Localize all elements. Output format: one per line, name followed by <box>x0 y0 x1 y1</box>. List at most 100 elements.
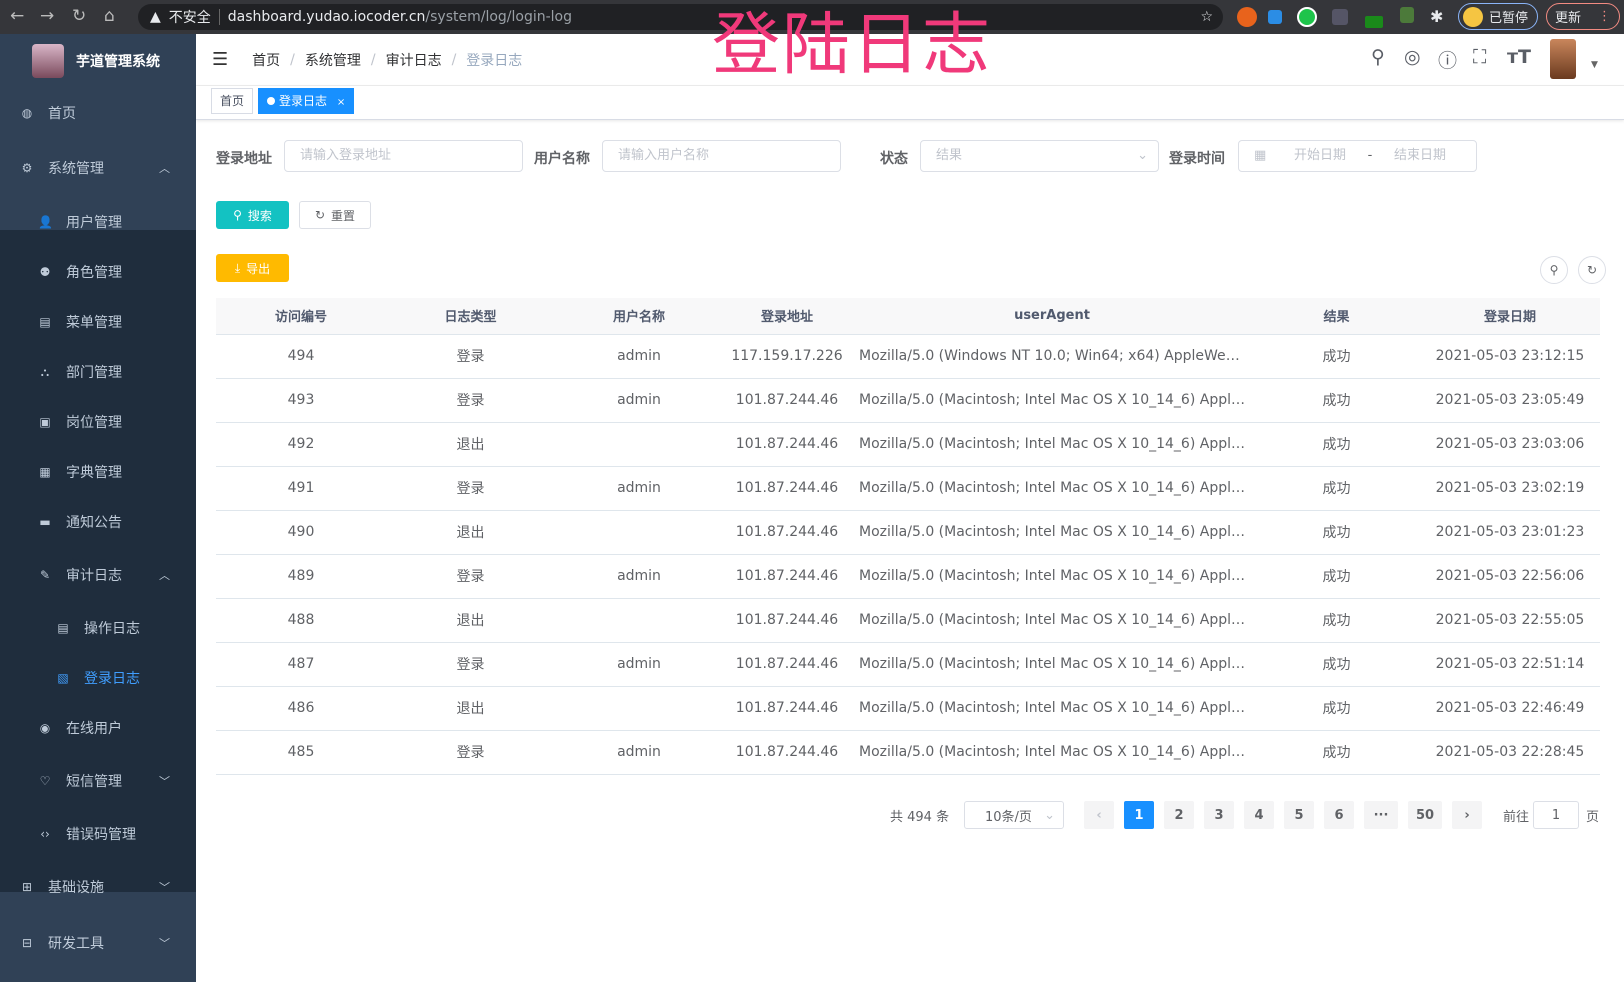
page-button[interactable]: 2 <box>1164 801 1194 829</box>
monitor-icon: ⊞ <box>21 880 33 894</box>
star-icon[interactable]: ☆ <box>1200 9 1213 25</box>
sidebar-item-label: 基础设施 <box>48 880 104 896</box>
time-label: 登录时间 <box>1169 151 1225 167</box>
puzzle-icon[interactable]: ✱ <box>1430 7 1444 26</box>
sidebar-item[interactable]: ✎ 审计日志 ︿ <box>0 550 196 600</box>
sidebar-item[interactable]: ▣ 岗位管理 <box>0 397 196 447</box>
table-cell: admin <box>555 642 723 687</box>
sidebar-item[interactable]: ▤ 菜单管理 <box>0 297 196 347</box>
page-button[interactable]: 1 <box>1124 801 1154 829</box>
profile-button[interactable]: 已暂停 <box>1458 3 1538 30</box>
sidebar-item[interactable]: ▦ 字典管理 <box>0 447 196 497</box>
table-row: 491 登录 admin 101.87.244.46 Mozilla/5.0 (Maci… <box>216 466 1600 511</box>
ip-input[interactable]: 请输入登录地址 <box>284 140 523 172</box>
breadcrumb-item: 审计日志 <box>385 52 442 69</box>
tag-login-log[interactable]: 登录日志 × <box>258 88 355 114</box>
font-size-icon[interactable]: ᴛT <box>1507 46 1531 68</box>
sidebar-item[interactable]: ⊟ 研发工具 ﹀ <box>0 918 196 968</box>
code-icon: ‹› <box>40 827 50 841</box>
goto-input[interactable]: 1 <box>1533 801 1579 829</box>
table-cell <box>555 686 723 731</box>
fullscreen-icon[interactable]: ⛶ <box>1473 46 1487 68</box>
sidebar-item[interactable]: ▬ 通知公告 <box>0 497 196 547</box>
sidebar-item[interactable]: ◍ 首页 <box>0 88 196 138</box>
sidebar-item-label: 审计日志 <box>66 568 122 584</box>
forward-icon[interactable]: → <box>40 6 55 26</box>
breadcrumb-item[interactable]: 首页 <box>252 52 281 69</box>
table-cell: 490 <box>216 510 386 555</box>
extension-gem-icon[interactable] <box>1268 10 1282 24</box>
chevron-icon: ﹀ <box>159 775 170 788</box>
extension-on-icon[interactable] <box>1365 16 1383 28</box>
table-cell: 退出 <box>386 686 555 731</box>
sidebar-item[interactable]: 👤 用户管理 <box>0 197 196 247</box>
sidebar-item[interactable]: ◉ 在线用户 <box>0 703 196 753</box>
table-cell: 489 <box>216 554 386 599</box>
end-date-input[interactable]: 结束日期 <box>1393 148 1446 163</box>
submenu-background <box>0 230 196 892</box>
help-icon[interactable]: ⓘ <box>1438 50 1458 72</box>
security-label: 不安全 <box>168 10 211 26</box>
next-page-button[interactable]: › <box>1452 801 1482 829</box>
export-button[interactable]: ⤓ 导出 <box>216 254 289 282</box>
page-button[interactable]: 50 <box>1408 801 1442 829</box>
page-size-select[interactable]: 10条/页 ⌄ <box>964 801 1064 829</box>
table-cell: 493 <box>216 378 386 423</box>
sidebar-item[interactable]: ▤ 操作日志 <box>0 603 196 653</box>
reset-button[interactable]: ↻ 重置 <box>299 201 371 229</box>
profile-avatar <box>1463 6 1483 27</box>
page-button[interactable]: 3 <box>1204 801 1234 829</box>
hamburger-icon[interactable]: ☰ <box>212 49 229 70</box>
extension-leaf-icon[interactable] <box>1400 7 1414 23</box>
table-cell: 登录 <box>386 642 555 687</box>
table-cell: 491 <box>216 466 386 511</box>
address-bar[interactable]: ▲ 不安全 dashboard.yudao.iocoder.cn/system/… <box>138 4 1223 30</box>
caret-down-icon[interactable]: ▼ <box>1591 60 1598 70</box>
tool-icon: ⊟ <box>21 936 33 950</box>
page-button[interactable]: 5 <box>1284 801 1314 829</box>
search-button[interactable]: ⚲ 搜索 <box>216 201 289 229</box>
app-title: 芋道管理系统 <box>76 54 160 70</box>
extension-v-icon[interactable] <box>1297 7 1317 27</box>
sidebar-item[interactable]: ♡ 短信管理 ﹀ <box>0 756 196 806</box>
extension-icon[interactable] <box>1237 7 1257 27</box>
table-cell: 登录 <box>386 378 555 423</box>
sidebar-item[interactable]: ‹› 错误码管理 <box>0 809 196 859</box>
user-avatar[interactable] <box>1550 39 1576 79</box>
search-icon[interactable]: ⚲ <box>1371 46 1385 68</box>
sidebar-item[interactable]: ⚉ 角色管理 <box>0 247 196 297</box>
page-button[interactable]: 4 <box>1244 801 1274 829</box>
toggle-search-button[interactable]: ⚲ <box>1540 256 1568 284</box>
sidebar-item[interactable]: ▧ 登录日志 <box>0 653 196 703</box>
sidebar-item[interactable]: ⛬ 部门管理 <box>0 347 196 397</box>
update-button[interactable]: 更新 ⋮ <box>1546 3 1620 30</box>
status-select[interactable]: 结果 ⌄ <box>920 140 1159 172</box>
github-icon[interactable]: ◎ <box>1404 46 1421 68</box>
table-cell: 成功 <box>1253 466 1420 511</box>
page-button[interactable]: 6 <box>1324 801 1354 829</box>
close-icon[interactable]: × <box>336 97 346 108</box>
table-cell <box>555 422 723 467</box>
username-input[interactable]: 请输入用户名称 <box>602 140 841 172</box>
sidebar-item[interactable]: ⚙ 系统管理 ︿ <box>0 143 196 193</box>
extension-grid-icon[interactable] <box>1332 9 1348 25</box>
sidebar-item-label: 短信管理 <box>66 774 122 790</box>
start-date-input[interactable]: 开始日期 <box>1293 148 1346 163</box>
table-cell: 成功 <box>1253 730 1420 775</box>
sidebar: 芋道管理系统 ◍ 首页 ⚙ 系统管理 ︿ 👤 用户管理 ⚉ 角色管理 ▤ 菜单管理 ⛬ 部门管理 ▣ 岗位管… <box>0 34 196 982</box>
table-cell: 成功 <box>1253 378 1420 423</box>
home-icon[interactable]: ⌂ <box>104 6 115 26</box>
date-range-picker[interactable]: ▦ 开始日期 - 结束日期 <box>1238 140 1477 172</box>
table-cell: 登录 <box>386 730 555 775</box>
back-icon[interactable]: ← <box>10 6 25 26</box>
prev-page-button[interactable]: ‹ <box>1084 801 1114 829</box>
tree-table-icon: ▤ <box>39 315 51 329</box>
refresh-button[interactable]: ↻ <box>1578 256 1606 284</box>
sidebar-item[interactable]: ⊞ 基础设施 ﹀ <box>0 862 196 912</box>
range-separator: - <box>1367 148 1373 163</box>
sidebar-logo[interactable]: 芋道管理系统 <box>0 34 196 88</box>
reload-icon[interactable]: ↻ <box>72 6 87 26</box>
page-button[interactable]: ··· <box>1364 801 1398 829</box>
table-cell: 2021-05-03 22:55:05 <box>1420 598 1600 643</box>
tag-home[interactable]: 首页 <box>211 88 254 114</box>
